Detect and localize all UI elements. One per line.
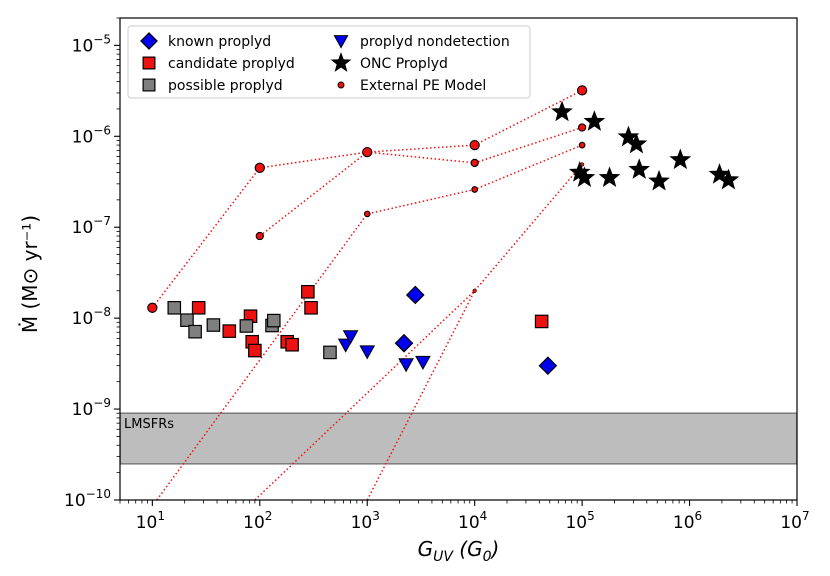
candidate-proplyd-point [248,343,262,358]
possible-proplyd-point [323,345,337,360]
model-point [469,139,480,151]
onc-proplyd-point [598,166,621,187]
proplyd-nondetection-point [398,358,414,373]
y-tick-label: 10−6 [72,123,111,147]
legend-entry: possible proplyd [142,78,283,94]
model-point [362,146,373,158]
legend-marker [337,81,345,89]
model-point [147,302,158,313]
model-point [576,85,588,96]
onc-proplyd-point [551,100,573,122]
known-proplyd-point [394,333,414,353]
legend-marker [140,32,158,50]
candidate-proplyd-point [534,314,549,329]
x-tick-label: 105 [565,509,594,533]
onc-proplyd-point [628,158,651,179]
y-tick-label: 10−9 [72,396,111,420]
x-axis-label: GUV (G0) [418,537,500,565]
y-tick-label: 10−8 [72,305,111,329]
onc-proplyd-point [708,163,731,184]
x-tick-label: 104 [458,509,487,533]
model-track-1 [151,89,583,309]
legend-marker [333,35,349,49]
x-tick-label: 102 [243,509,272,533]
model-point [578,141,586,149]
y-tick-label: 10−10 [64,487,111,511]
onc-proplyd-point [583,110,606,131]
candidate-proplyd-point [285,337,299,352]
plot-area: LMSFRs [120,85,797,500]
candidate-proplyd-point [301,284,315,299]
possible-proplyd-point [167,300,182,315]
onc-proplyd-point [573,166,596,187]
candidate-proplyd-point [304,300,318,315]
model-point [471,186,479,193]
known-proplyd-point [538,356,558,376]
proplyd-nondetection-point [415,355,431,370]
x-tick-label: 101 [136,509,165,533]
candidate-proplyd-point [191,300,206,315]
legend-label: ONC Proplyd [360,56,448,72]
model-track-4 [254,163,583,500]
legend-entry: External PE Model [337,78,486,94]
x-tick-label: 106 [673,509,702,533]
proplyd-nondetection-point [359,345,376,360]
y-tick-label: 10−5 [72,32,111,56]
legend-entry: proplyd nondetection [333,34,510,50]
axes-frame [119,17,798,501]
model-point [254,162,265,173]
model-point [470,158,479,168]
known-proplyd-point [405,285,425,305]
legend-marker [330,52,352,72]
legend-box [127,25,531,99]
possible-proplyd-point [188,324,202,339]
candidate-proplyd-point [222,324,237,338]
legend-label: possible proplyd [168,78,283,94]
legend-entry: ONC Proplyd [330,52,448,72]
model-point [472,288,477,293]
legend-marker [142,78,156,92]
proplyd-nondetection-point [342,330,359,345]
legend-entry: known proplyd [140,32,271,50]
axes: 101 102 103 104 105 106 107 10−10 10−9 10−8 10−7 10… [18,17,810,565]
x-tick-label: 103 [351,509,380,533]
legend-label: proplyd nondetection [360,34,510,50]
y-tick-label: 10−7 [72,214,111,238]
onc-proplyd-point [717,168,740,190]
possible-proplyd-point [180,313,194,327]
legend-label: candidate proplyd [168,56,295,72]
onc-proplyd-point [648,169,670,191]
model-point [577,123,587,132]
legend: known proplyd candidate proplyd possible p… [127,25,531,99]
possible-proplyd-point [206,318,221,332]
x-tick-label: 107 [780,509,809,533]
lmsfr-band-label: LMSFRs [124,417,174,432]
possible-proplyd-point [266,313,281,328]
onc-proplyd-point [669,148,692,170]
y-axis-label: Ṁ (M⊙ yr⁻¹) [18,215,42,333]
proplyd-nondetection-point [337,338,354,353]
legend-label: known proplyd [168,34,271,50]
onc-proplyd-point [625,132,648,154]
model-point [255,231,264,241]
legend-entry: candidate proplyd [142,56,295,72]
lmsfr-band [120,412,797,465]
legend-label: External PE Model [360,78,486,94]
legend-marker [142,56,156,70]
model-track-5 [366,290,476,500]
model-track-2 [259,126,583,237]
model-point [363,210,371,218]
possible-proplyd-point [239,319,254,333]
